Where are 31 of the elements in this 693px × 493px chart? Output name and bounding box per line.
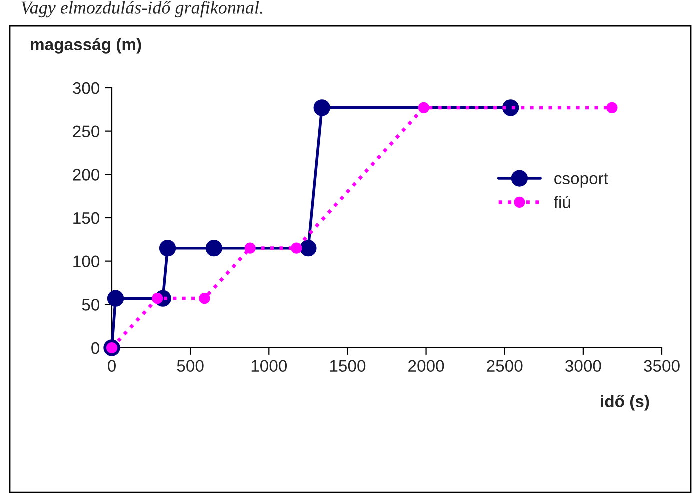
x-tick-label: 0 bbox=[108, 360, 116, 372]
x-tick-label: 500 bbox=[177, 360, 204, 372]
y-tick-label: 100 bbox=[74, 256, 100, 268]
point bbox=[418, 102, 430, 114]
x-tick-label: 2000 bbox=[408, 360, 444, 372]
legend-label: csoport bbox=[554, 174, 608, 188]
point bbox=[244, 242, 256, 254]
point bbox=[606, 102, 618, 114]
point bbox=[152, 293, 164, 304]
y-tick-label: 300 bbox=[73, 82, 100, 94]
point bbox=[159, 240, 176, 257]
x-axis-title: idő (s) bbox=[601, 395, 650, 411]
y-axis-title: magasság (m) bbox=[31, 38, 142, 54]
y-tick-label: 250 bbox=[73, 126, 100, 138]
x-tick-label: 1000 bbox=[252, 360, 288, 372]
point bbox=[107, 290, 124, 307]
point bbox=[300, 240, 317, 257]
x-tick-label: 3500 bbox=[644, 360, 680, 372]
point bbox=[206, 240, 222, 257]
point bbox=[291, 242, 302, 254]
x-tick-label: 2500 bbox=[487, 360, 523, 372]
text: Vagy elmozdulás-idő grafikonnal. bbox=[22, 0, 262, 18]
y-tick-label: 0 bbox=[92, 342, 100, 354]
y-tick-label: 150 bbox=[74, 212, 100, 224]
legend-label: fiú bbox=[554, 196, 570, 208]
point bbox=[199, 293, 210, 304]
x-tick-label: 1500 bbox=[330, 360, 366, 372]
point bbox=[314, 100, 330, 116]
y-tick-label: 50 bbox=[82, 299, 100, 311]
x-tick-label: 3000 bbox=[566, 360, 602, 372]
y-tick-label: 200 bbox=[73, 169, 100, 181]
